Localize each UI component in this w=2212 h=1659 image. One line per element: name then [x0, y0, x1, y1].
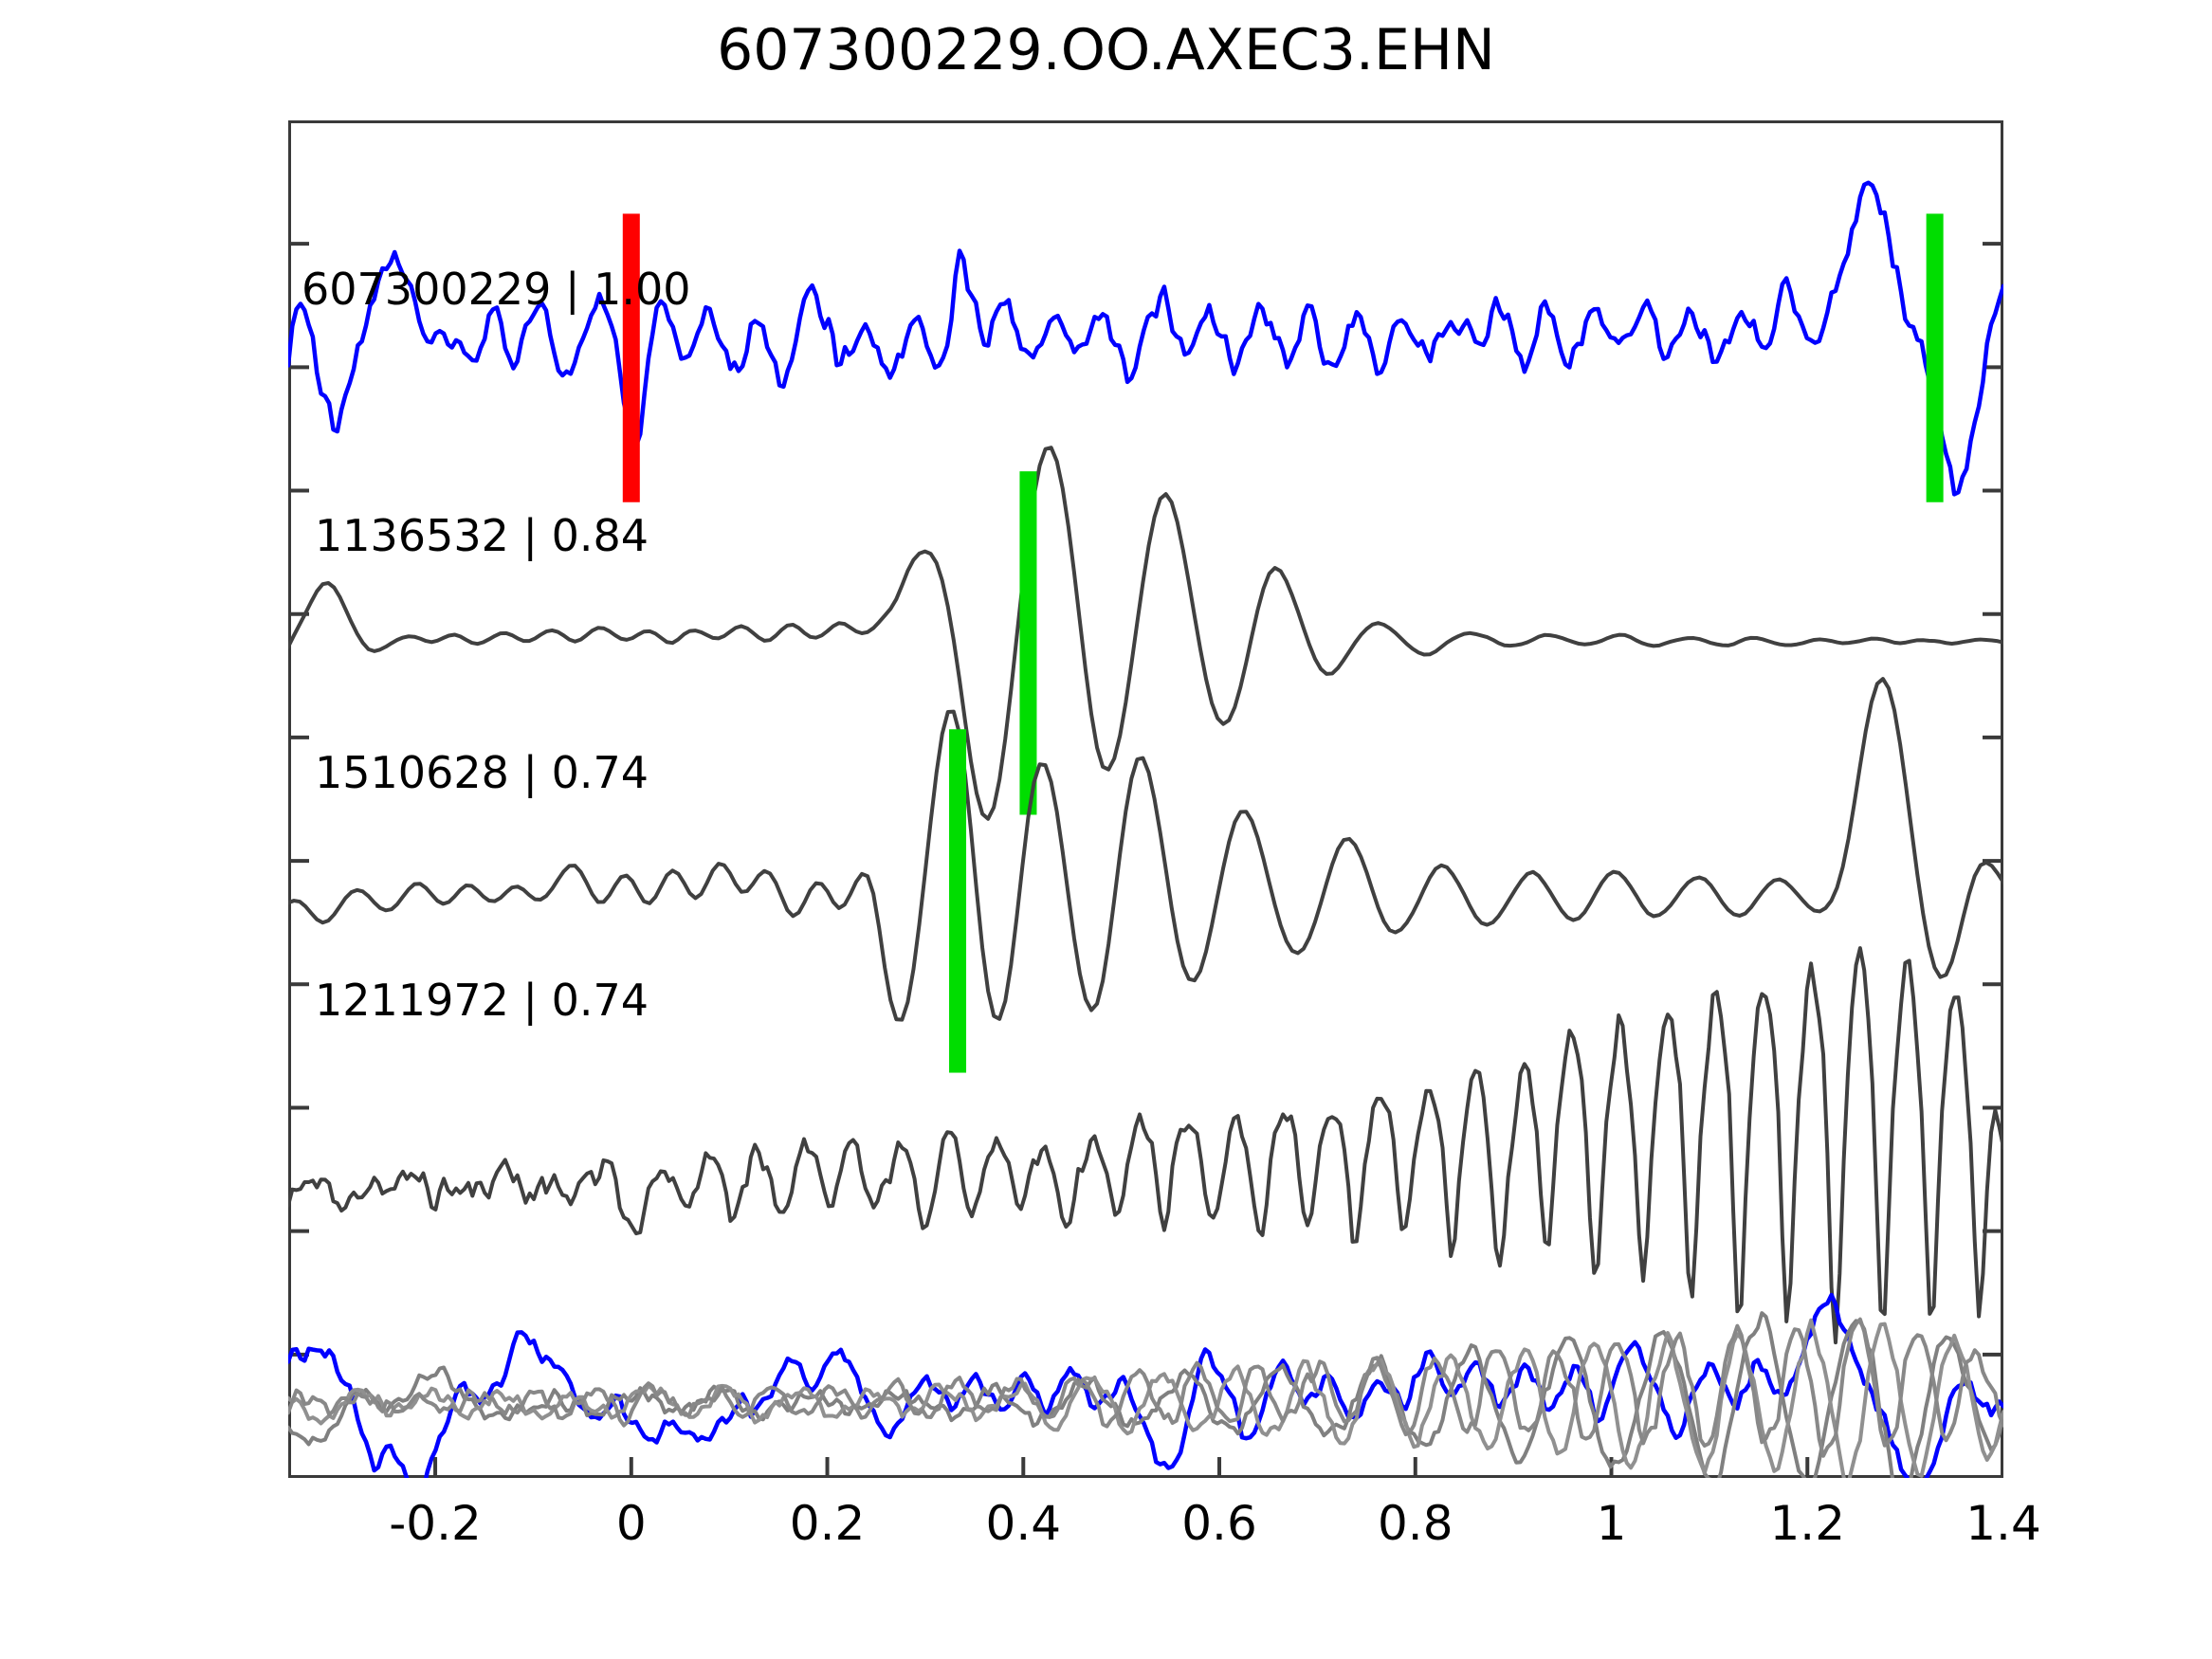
pick-marker — [1019, 471, 1037, 815]
pick-marker — [1926, 213, 1944, 502]
x-tick-label-7: 1.2 — [1769, 1496, 1846, 1551]
waveform-trace — [288, 677, 2003, 1022]
pick-marker — [949, 729, 967, 1073]
x-tick-label-2: 0.2 — [789, 1496, 866, 1551]
trace-label-2: 1510628 | 0.74 — [315, 747, 649, 798]
x-tick-label-6: 1 — [1596, 1496, 1627, 1551]
x-tick-label-3: 0.4 — [985, 1496, 1062, 1551]
waveform-trace — [288, 1292, 2003, 1478]
waveform-trace — [288, 180, 2003, 497]
pick-marker — [622, 213, 640, 502]
waveform-trace — [288, 1317, 2003, 1458]
waveform-trace — [288, 1318, 2003, 1478]
waveform-plot — [288, 120, 2003, 1478]
waveform-trace — [288, 946, 2003, 1345]
trace-label-0: 607300229 | 1.00 — [302, 264, 691, 315]
x-tick-label-0: -0.2 — [389, 1496, 482, 1551]
trace-label-3: 1211972 | 0.74 — [315, 975, 649, 1026]
x-tick-label-5: 0.8 — [1378, 1496, 1453, 1551]
x-axis-tick-labels: -0.2 0 0.2 0.4 0.6 0.8 1 1.2 1.4 — [0, 1496, 2212, 1572]
x-tick-label-1: 0 — [615, 1496, 647, 1551]
x-tick-label-8: 1.4 — [1965, 1496, 2041, 1551]
plot-area — [288, 120, 2003, 1478]
waveform-trace — [288, 446, 2003, 821]
trace-label-1: 1136532 | 0.84 — [315, 510, 649, 561]
plot-frame — [288, 120, 2003, 1478]
page-title: 607300229.OO.AXEC3.EHN — [717, 17, 1495, 83]
x-tick-label-4: 0.6 — [1181, 1496, 1257, 1551]
